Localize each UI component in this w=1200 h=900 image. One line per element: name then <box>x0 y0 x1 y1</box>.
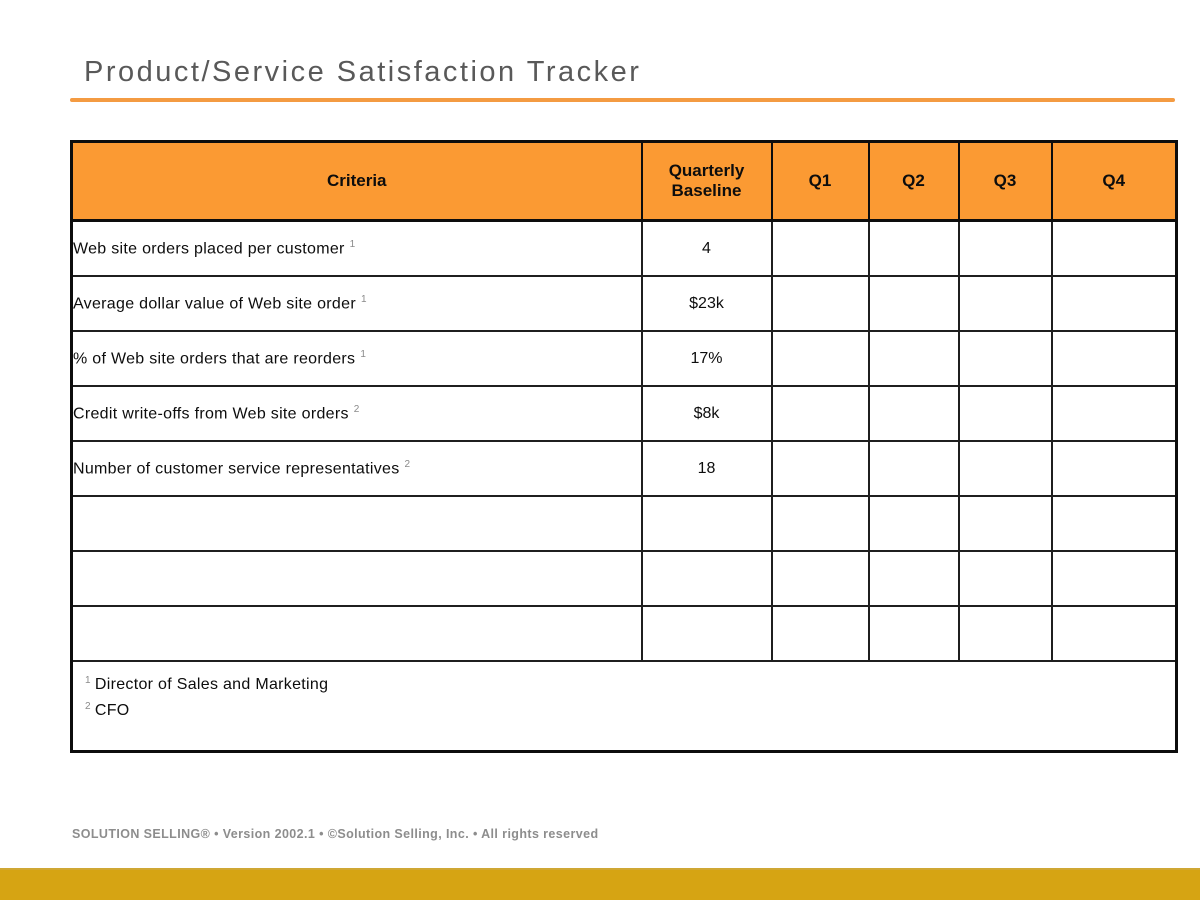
q2-cell <box>867 550 960 607</box>
q4-cell <box>1050 605 1178 662</box>
criteria-cell <box>70 550 643 607</box>
bottom-accent-bar <box>0 868 1200 900</box>
q1-cell <box>770 605 870 662</box>
q2-cell <box>867 495 960 552</box>
criteria-cell <box>70 495 643 552</box>
q3-cell <box>957 550 1053 607</box>
header-q1: Q1 <box>770 140 870 222</box>
table-row: Credit write-offs from Web site orders 2 … <box>70 385 1178 442</box>
criteria-cell: Credit write-offs from Web site orders 2 <box>70 385 643 442</box>
header-criteria: Criteria <box>70 140 643 222</box>
baseline-cell <box>640 605 773 662</box>
copyright-footer: SOLUTION SELLING® • Version 2002.1 • ©So… <box>72 827 599 841</box>
footnote-ref: 2 <box>353 403 360 415</box>
q1-cell <box>770 330 870 387</box>
footnotes-cell: 1 Director of Sales and Marketing 2 CFO <box>70 660 1178 753</box>
q2-cell <box>867 275 960 332</box>
footnote-2: 2 CFO <box>85 698 1175 724</box>
criteria-label: Web site orders placed per customer <box>73 240 345 258</box>
footnote-text: CFO <box>94 701 130 719</box>
header-q4: Q4 <box>1050 140 1178 222</box>
q4-cell <box>1050 330 1178 387</box>
header-q2: Q2 <box>867 140 960 222</box>
q4-cell <box>1050 440 1178 497</box>
footnote-ref: 1 <box>360 293 367 305</box>
baseline-cell <box>640 495 773 552</box>
header-row: Criteria Quarterly Baseline Q1 Q2 Q3 Q4 <box>70 140 1178 222</box>
q3-cell <box>957 385 1053 442</box>
footnotes-row: 1 Director of Sales and Marketing 2 CFO <box>70 660 1178 753</box>
empty-table-row <box>70 550 1178 607</box>
criteria-cell <box>70 605 643 662</box>
footnote-ref: 2 <box>85 700 91 712</box>
q1-cell <box>770 385 870 442</box>
q4-cell <box>1050 275 1178 332</box>
criteria-cell: % of Web site orders that are reorders 1 <box>70 330 643 387</box>
q1-cell <box>770 495 870 552</box>
footnote-1: 1 Director of Sales and Marketing <box>85 672 1175 698</box>
satisfaction-tracker-table: Criteria Quarterly Baseline Q1 Q2 Q3 Q4 … <box>70 140 1178 753</box>
baseline-cell: 18 <box>640 440 773 497</box>
q3-cell <box>957 605 1053 662</box>
footnote-ref: 1 <box>349 238 356 250</box>
table-row: Web site orders placed per customer 1 4 <box>70 219 1178 277</box>
baseline-cell: 17% <box>640 330 773 387</box>
criteria-label: Average dollar value of Web site order <box>73 295 356 313</box>
q4-cell <box>1050 495 1178 552</box>
criteria-cell: Number of customer service representativ… <box>70 440 643 497</box>
footnote-text: Director of Sales and Marketing <box>94 676 329 693</box>
criteria-cell: Web site orders placed per customer 1 <box>70 219 643 277</box>
title-underline <box>70 98 1175 102</box>
table-body: Web site orders placed per customer 1 4 A… <box>70 219 1178 753</box>
baseline-cell: 4 <box>640 219 773 277</box>
table-header: Criteria Quarterly Baseline Q1 Q2 Q3 Q4 <box>70 140 1178 222</box>
criteria-label: Credit write-offs from Web site orders <box>73 405 349 423</box>
baseline-cell: $8k <box>640 385 773 442</box>
footnote-ref: 1 <box>360 348 367 360</box>
header-quarterly-baseline: Quarterly Baseline <box>640 140 773 222</box>
q2-cell <box>867 605 960 662</box>
criteria-label: % of Web site orders that are reorders <box>73 350 356 368</box>
empty-table-row <box>70 495 1178 552</box>
q3-cell <box>957 330 1053 387</box>
q3-cell <box>957 275 1053 332</box>
q3-cell <box>957 495 1053 552</box>
table-row: Average dollar value of Web site order 1 … <box>70 275 1178 332</box>
q2-cell <box>867 219 960 277</box>
empty-table-row <box>70 605 1178 662</box>
footnote-ref: 2 <box>404 458 411 470</box>
baseline-cell <box>640 550 773 607</box>
criteria-cell: Average dollar value of Web site order 1 <box>70 275 643 332</box>
q1-cell <box>770 440 870 497</box>
table-row: Number of customer service representativ… <box>70 440 1178 497</box>
table-row: % of Web site orders that are reorders 1 … <box>70 330 1178 387</box>
q2-cell <box>867 440 960 497</box>
q3-cell <box>957 440 1053 497</box>
q1-cell <box>770 219 870 277</box>
q4-cell <box>1050 219 1178 277</box>
q2-cell <box>867 330 960 387</box>
q3-cell <box>957 219 1053 277</box>
q4-cell <box>1050 550 1178 607</box>
q2-cell <box>867 385 960 442</box>
q1-cell <box>770 550 870 607</box>
header-q3: Q3 <box>957 140 1053 222</box>
page-title: Product/Service Satisfaction Tracker <box>84 56 642 88</box>
baseline-cell: $23k <box>640 275 773 332</box>
criteria-label: Number of customer service representativ… <box>73 460 400 478</box>
footnote-ref: 1 <box>85 674 91 686</box>
q4-cell <box>1050 385 1178 442</box>
q1-cell <box>770 275 870 332</box>
